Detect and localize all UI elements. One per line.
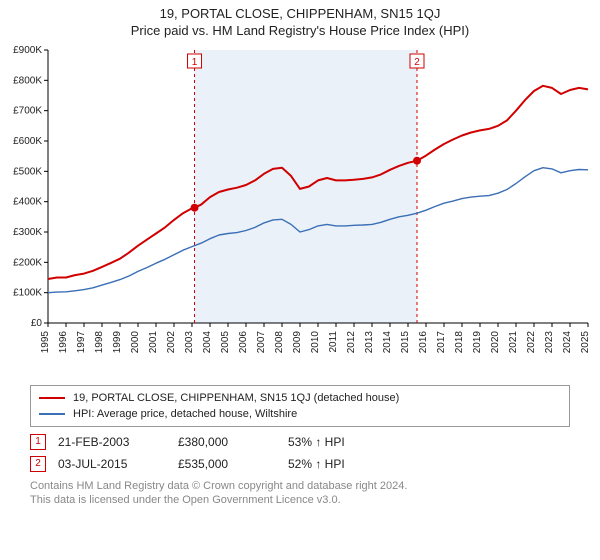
chart-area: £0 £100K £200K £300K £400K £500K £600K £700K £80… <box>0 44 600 379</box>
svg-text:2017: 2017 <box>436 331 447 354</box>
svg-text:2025: 2025 <box>580 331 591 354</box>
sale-price: £535,000 <box>178 457 288 471</box>
svg-text:£300K: £300K <box>13 227 42 238</box>
svg-text:2012: 2012 <box>346 331 357 354</box>
svg-text:1996: 1996 <box>58 331 69 354</box>
svg-text:2000: 2000 <box>130 331 141 354</box>
svg-text:2005: 2005 <box>220 331 231 354</box>
svg-text:2020: 2020 <box>490 331 501 354</box>
svg-text:£100K: £100K <box>13 288 42 299</box>
sale-date: 21-FEB-2003 <box>58 435 178 449</box>
svg-text:2003: 2003 <box>184 331 195 354</box>
sale-price: £380,000 <box>178 435 288 449</box>
svg-text:1998: 1998 <box>94 331 105 354</box>
svg-text:2015: 2015 <box>400 331 411 354</box>
chart-title: 19, PORTAL CLOSE, CHIPPENHAM, SN15 1QJ <box>0 6 600 21</box>
svg-text:2006: 2006 <box>238 331 249 354</box>
footer-attribution: Contains HM Land Registry data © Crown c… <box>30 479 570 508</box>
svg-text:2010: 2010 <box>310 331 321 354</box>
sale-row: 2 03-JUL-2015£535,00052% ↑ HPI <box>30 453 570 475</box>
svg-text:2019: 2019 <box>472 331 483 354</box>
svg-text:2013: 2013 <box>364 331 375 354</box>
svg-text:£400K: £400K <box>13 197 42 208</box>
svg-text:2002: 2002 <box>166 331 177 354</box>
svg-text:£0: £0 <box>31 318 43 329</box>
legend-item: HPI: Average price, detached house, Wilt… <box>39 406 561 422</box>
svg-text:£700K: £700K <box>13 106 42 117</box>
svg-text:2009: 2009 <box>292 331 303 354</box>
sale-marker: 1 <box>30 434 46 450</box>
sale-pct: 52% ↑ HPI <box>288 457 408 471</box>
svg-text:£200K: £200K <box>13 257 42 268</box>
svg-text:2018: 2018 <box>454 331 465 354</box>
svg-text:2023: 2023 <box>544 331 555 354</box>
legend-swatch <box>39 413 65 415</box>
svg-text:2007: 2007 <box>256 331 267 354</box>
svg-text:2011: 2011 <box>328 331 339 353</box>
svg-text:2024: 2024 <box>562 331 573 354</box>
svg-text:2008: 2008 <box>274 331 285 354</box>
footer-line: This data is licensed under the Open Gov… <box>30 493 570 507</box>
svg-text:1: 1 <box>192 57 198 68</box>
legend: 19, PORTAL CLOSE, CHIPPENHAM, SN15 1QJ (… <box>30 385 570 427</box>
svg-text:2016: 2016 <box>418 331 429 354</box>
svg-text:£500K: £500K <box>13 166 42 177</box>
sale-marker: 2 <box>30 456 46 472</box>
svg-text:2001: 2001 <box>148 331 159 354</box>
svg-text:2: 2 <box>414 57 420 68</box>
chart-subtitle: Price paid vs. HM Land Registry's House … <box>0 23 600 38</box>
line-chart: £0 £100K £200K £300K £400K £500K £600K £700K £80… <box>0 44 600 379</box>
footer-line: Contains HM Land Registry data © Crown c… <box>30 479 570 493</box>
svg-text:£600K: £600K <box>13 136 42 147</box>
sale-events: 1 21-FEB-2003£380,00053% ↑ HPI 2 03-JUL-201… <box>30 431 570 475</box>
svg-text:1999: 1999 <box>112 331 123 354</box>
svg-text:1997: 1997 <box>76 331 87 354</box>
legend-label: 19, PORTAL CLOSE, CHIPPENHAM, SN15 1QJ (… <box>73 392 399 404</box>
legend-swatch <box>39 397 65 399</box>
svg-text:2022: 2022 <box>526 331 537 354</box>
svg-text:2004: 2004 <box>202 331 213 354</box>
svg-text:£800K: £800K <box>13 75 42 86</box>
sale-pct: 53% ↑ HPI <box>288 435 408 449</box>
legend-label: HPI: Average price, detached house, Wilt… <box>73 408 297 420</box>
legend-item: 19, PORTAL CLOSE, CHIPPENHAM, SN15 1QJ (… <box>39 390 561 406</box>
svg-text:1995: 1995 <box>40 331 51 354</box>
sale-row: 1 21-FEB-2003£380,00053% ↑ HPI <box>30 431 570 453</box>
svg-text:2014: 2014 <box>382 331 393 354</box>
svg-text:2021: 2021 <box>508 331 519 354</box>
svg-text:£900K: £900K <box>13 45 42 56</box>
sale-date: 03-JUL-2015 <box>58 457 178 471</box>
